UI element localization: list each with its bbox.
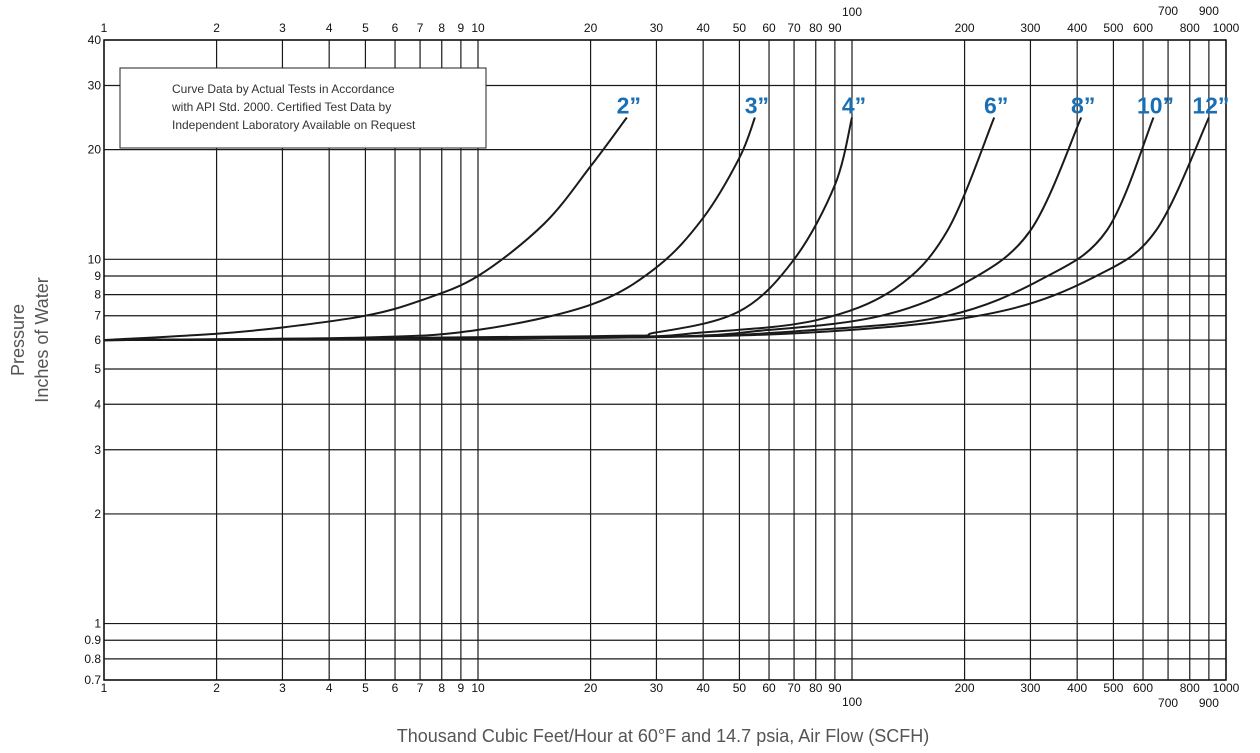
- curve-6: [103, 117, 1155, 342]
- curve-label-6: 10”: [1137, 93, 1174, 119]
- x-tick-label-top-5: 5: [362, 21, 369, 35]
- curve-label-5: 8”: [1071, 93, 1095, 119]
- y-tick-label-30: 30: [88, 79, 102, 93]
- x-tick-label-top-9: 9: [458, 21, 465, 35]
- x-tick-label-bottom-40: 40: [696, 681, 710, 695]
- x-tick-label-top-600: 600: [1133, 21, 1153, 35]
- x-tick-label-top-30: 30: [650, 21, 664, 35]
- x-tick-label-bottom-6: 6: [392, 681, 399, 695]
- x-tick-label-bottom-30: 30: [650, 681, 664, 695]
- x-tick-label-bottom-3: 3: [279, 681, 286, 695]
- curve-4: [103, 117, 996, 342]
- y-tick-label-0.8: 0.8: [84, 652, 101, 666]
- x-tick-label-top-70: 70: [787, 21, 801, 35]
- x-tick-label-top-8: 8: [438, 21, 445, 35]
- x-tick-label-top-40: 40: [696, 21, 710, 35]
- x-tick-label-top-10: 10: [471, 21, 485, 35]
- x-tick-label-bottom-200: 200: [955, 681, 975, 695]
- x-tick-label-bottom-800: 800: [1180, 681, 1200, 695]
- x-tick-label-top-700: 700: [1158, 4, 1178, 18]
- x-tick-label-bottom-1000: 1000: [1213, 681, 1240, 695]
- x-tick-label-top-3: 3: [279, 21, 286, 35]
- y-tick-label-3: 3: [94, 443, 101, 457]
- y-tick-label-0.9: 0.9: [84, 633, 101, 647]
- curve-1: [103, 116, 628, 342]
- flow-curves: 2” 3” 4” 6” 8” 10” 12”: [103, 93, 1229, 342]
- x-tick-label-top-800: 800: [1180, 21, 1200, 35]
- x-tick-label-top-4: 4: [326, 21, 333, 35]
- y-tick-label-9: 9: [94, 269, 101, 283]
- y-tick-label-40: 40: [88, 33, 102, 47]
- x-tick-label-bottom-70: 70: [787, 681, 801, 695]
- note-box: [119, 67, 487, 149]
- x-tick-label-bottom-90: 90: [828, 681, 842, 695]
- y-tick-label-20: 20: [88, 143, 102, 157]
- x-tick-label-top-1: 1: [101, 21, 108, 35]
- y-axis-title-line-2: Inches of Water: [32, 277, 52, 402]
- x-tick-label-bottom-500: 500: [1103, 681, 1123, 695]
- x-tick-label-bottom-100: 100: [842, 695, 862, 709]
- y-axis-title-line-1: Pressure: [8, 304, 28, 376]
- x-tick-label-top-2: 2: [213, 21, 220, 35]
- axis-tick-labels: 1122334455667788991010202030304040505060…: [84, 4, 1239, 710]
- x-tick-label-bottom-600: 600: [1133, 681, 1153, 695]
- x-tick-label-top-100: 100: [842, 5, 862, 19]
- x-tick-label-top-500: 500: [1103, 21, 1123, 35]
- x-tick-label-top-400: 400: [1067, 21, 1087, 35]
- x-tick-label-top-60: 60: [762, 21, 776, 35]
- curve-label-1: 2”: [617, 93, 641, 119]
- x-tick-label-bottom-700: 700: [1158, 696, 1178, 710]
- x-tick-label-bottom-20: 20: [584, 681, 598, 695]
- x-tick-label-top-20: 20: [584, 21, 598, 35]
- x-tick-label-bottom-1: 1: [101, 681, 108, 695]
- x-tick-label-top-50: 50: [733, 21, 747, 35]
- curve-label-2: 3”: [745, 93, 769, 119]
- x-tick-label-bottom-8: 8: [438, 681, 445, 695]
- x-tick-label-top-300: 300: [1020, 21, 1040, 35]
- x-tick-label-bottom-60: 60: [762, 681, 776, 695]
- curve-label-3: 4”: [842, 93, 866, 119]
- x-tick-label-top-6: 6: [392, 21, 399, 35]
- y-tick-label-1: 1: [94, 617, 101, 631]
- note-line-2: with API Std. 2000. Certified Test Data …: [171, 100, 391, 114]
- y-tick-label-5: 5: [94, 362, 101, 376]
- y-tick-label-0.7: 0.7: [84, 673, 101, 687]
- y-tick-label-7: 7: [94, 309, 101, 323]
- y-tick-label-8: 8: [94, 288, 101, 302]
- x-tick-label-bottom-5: 5: [362, 681, 369, 695]
- x-tick-label-top-200: 200: [955, 21, 975, 35]
- y-tick-label-2: 2: [94, 507, 101, 521]
- x-axis-title: Thousand Cubic Feet/Hour at 60°F and 14.…: [397, 726, 929, 746]
- x-tick-label-bottom-7: 7: [417, 681, 424, 695]
- plot-frame: [103, 39, 1227, 681]
- curve-5: [103, 117, 1083, 342]
- curve-2: [103, 117, 756, 342]
- note-line-1: Curve Data by Actual Tests in Accordance: [172, 82, 395, 96]
- x-tick-label-bottom-400: 400: [1067, 681, 1087, 695]
- curve-label-7: 12”: [1192, 93, 1229, 119]
- x-tick-label-top-1000: 1000: [1213, 21, 1240, 35]
- x-tick-label-bottom-900: 900: [1199, 696, 1219, 710]
- x-tick-label-bottom-10: 10: [471, 681, 485, 695]
- y-tick-label-6: 6: [94, 333, 101, 347]
- note-line-3: Independent Laboratory Available on Requ…: [172, 118, 416, 132]
- x-tick-label-top-90: 90: [828, 21, 842, 35]
- x-tick-label-bottom-2: 2: [213, 681, 220, 695]
- test-data-note: Curve Data by Actual Tests in Accordance…: [119, 67, 487, 149]
- x-tick-label-top-900: 900: [1199, 4, 1219, 18]
- y-tick-label-10: 10: [88, 252, 102, 266]
- x-tick-label-top-80: 80: [809, 21, 823, 35]
- x-tick-label-bottom-80: 80: [809, 681, 823, 695]
- curve-label-4: 6”: [984, 93, 1008, 119]
- y-tick-label-4: 4: [94, 397, 101, 411]
- x-tick-label-bottom-300: 300: [1020, 681, 1040, 695]
- x-tick-label-bottom-4: 4: [326, 681, 333, 695]
- x-tick-label-bottom-50: 50: [733, 681, 747, 695]
- x-tick-label-bottom-9: 9: [458, 681, 465, 695]
- curve-7: [103, 117, 1210, 342]
- x-tick-label-top-7: 7: [417, 21, 424, 35]
